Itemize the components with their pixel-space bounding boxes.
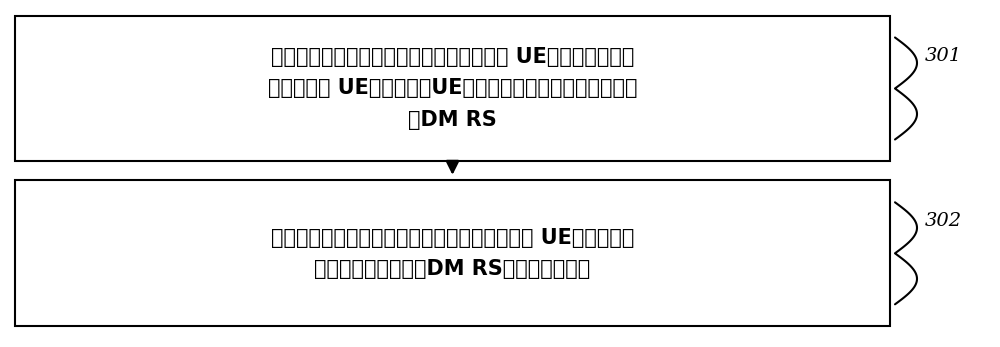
FancyBboxPatch shape: [15, 16, 890, 161]
Text: 302: 302: [925, 212, 962, 230]
FancyBboxPatch shape: [15, 180, 890, 326]
Text: 基站生成第一信息，并将该第一信息发送给 UE，该第一信息用
于指示上述 UE在基站为该UE分配的子载波的部分子载波上发
送DM RS: 基站生成第一信息，并将该第一信息发送给 UE，该第一信息用 于指示上述 UE在基…: [268, 47, 637, 130]
Text: 基站生成第二信息，并将该第二信息发送给上述 UE，该第二信
息用于指示用于发送DM RS的子载波的信息: 基站生成第二信息，并将该第二信息发送给上述 UE，该第二信 息用于指示用于发送D…: [271, 228, 634, 279]
Text: 301: 301: [925, 48, 962, 66]
